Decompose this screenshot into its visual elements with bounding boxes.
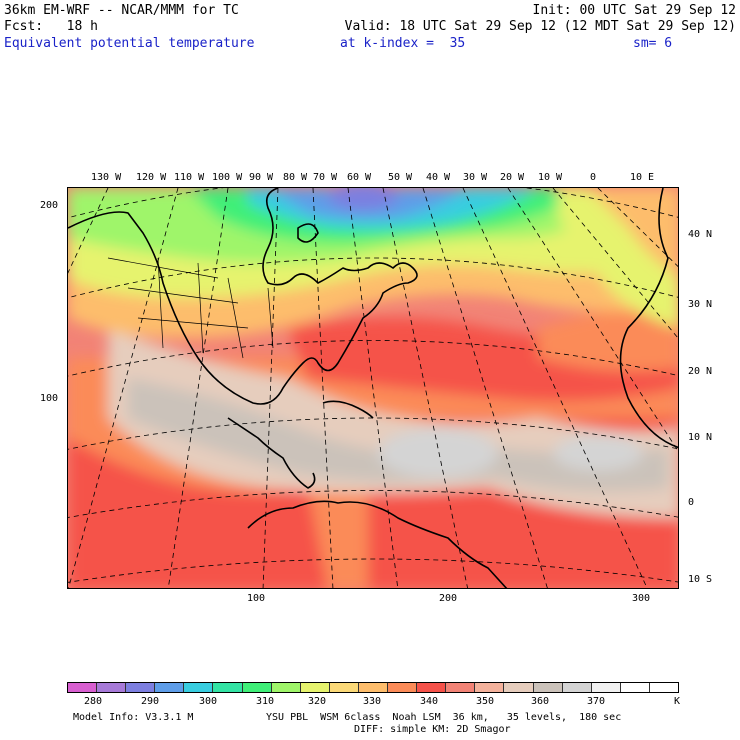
colorbar-label: 310 [256, 696, 275, 707]
south-america-coast [247, 500, 508, 588]
colorbar-label: 320 [308, 696, 327, 707]
longitude-label: 10 W [538, 172, 563, 183]
colorbar-label: 340 [420, 696, 439, 707]
colorbar-label: 370 [587, 696, 606, 707]
colorbar-label: 350 [476, 696, 495, 707]
colorbar-swatch [68, 683, 98, 692]
physics-info: YSU PBL WSM 6class Noah LSM 36 km, 35 le… [266, 712, 622, 723]
graticule [68, 188, 678, 588]
hudson-island [297, 223, 319, 243]
init-time: Init: 00 UTC Sat 29 Sep 12 [532, 3, 737, 18]
field-name: Equivalent potential temperature [4, 36, 255, 51]
valid-time: Valid: 18 UTC Sat 29 Sep 12 (12 MDT Sat … [344, 19, 736, 34]
colorbar-swatch [504, 683, 534, 692]
colorbar-swatch [213, 683, 243, 692]
colorbar-swatch [388, 683, 418, 692]
latitude-label: 10 N [688, 432, 713, 443]
colorbar-label: 330 [363, 696, 382, 707]
longitude-label: 110 W [174, 172, 205, 183]
colorbar-swatch [446, 683, 476, 692]
longitude-label: 80 W [283, 172, 308, 183]
colorbar-swatch [620, 683, 650, 692]
smoothing-info: sm= 6 [633, 36, 673, 51]
longitude-label: 120 W [136, 172, 167, 183]
model-info: Model Info: V3.3.1 M [73, 712, 194, 723]
theta-e-field [68, 188, 678, 588]
model-title: 36km EM-WRF -- NCAR/MMM for TC [4, 3, 239, 18]
colorbar-label: 290 [141, 696, 160, 707]
theta-e-map [67, 187, 679, 589]
longitude-label: 70 W [313, 172, 338, 183]
grid-label-bottom-100: 100 [247, 593, 266, 604]
colorbar-swatch [184, 683, 214, 692]
colorbar-label: K [674, 696, 681, 707]
colorbar-swatch [271, 683, 301, 692]
colorbar-swatch [242, 683, 272, 692]
latitude-label: 20 N [688, 366, 713, 377]
colorbar-label: 360 [531, 696, 550, 707]
latitude-label: 10 S [688, 574, 713, 585]
colorbar-swatch [649, 683, 678, 692]
longitude-label: 60 W [347, 172, 372, 183]
colorbar-swatch [562, 683, 592, 692]
colorbar-swatch [155, 683, 185, 692]
colorbar-swatch [300, 683, 330, 692]
cuba-coast [322, 400, 374, 419]
colorbar-swatch [475, 683, 505, 692]
longitude-label: 90 W [249, 172, 274, 183]
grid-label-bottom-200: 200 [439, 593, 458, 604]
longitude-label: 30 W [463, 172, 488, 183]
grid-label-left-100: 100 [40, 393, 59, 404]
colorbar-swatch [533, 683, 563, 692]
longitude-label: 10 E [630, 172, 655, 183]
latitude-label: 40 N [688, 229, 713, 240]
colorbar [67, 682, 679, 693]
longitude-label: 100 W [212, 172, 243, 183]
state-borders [107, 257, 274, 359]
north-america-coast [68, 188, 418, 405]
longitude-label: 0 [590, 172, 597, 183]
colorbar-swatch [417, 683, 447, 692]
africa-coast [619, 188, 678, 449]
grid-label-left-200: 200 [40, 200, 59, 211]
diffusion-info: DIFF: simple KM: 2D Smagor [354, 724, 511, 735]
colorbar-swatch [329, 683, 359, 692]
coastlines [68, 188, 678, 588]
level-info: at k-index = 35 [340, 36, 466, 51]
colorbar-swatch [591, 683, 621, 692]
forecast-hour: Fcst: 18 h [4, 19, 98, 34]
central-america-coast [227, 417, 316, 489]
longitude-label: 130 W [91, 172, 122, 183]
longitude-label: 40 W [426, 172, 451, 183]
longitude-label: 50 W [388, 172, 413, 183]
latitude-label: 0 [688, 497, 695, 508]
colorbar-swatch [97, 683, 127, 692]
colorbar-swatch [126, 683, 156, 692]
colorbar-label: 280 [84, 696, 103, 707]
longitude-label: 20 W [500, 172, 525, 183]
latitude-label: 30 N [688, 299, 713, 310]
colorbar-label: 300 [199, 696, 218, 707]
colorbar-swatch [358, 683, 389, 692]
grid-label-bottom-300: 300 [632, 593, 651, 604]
